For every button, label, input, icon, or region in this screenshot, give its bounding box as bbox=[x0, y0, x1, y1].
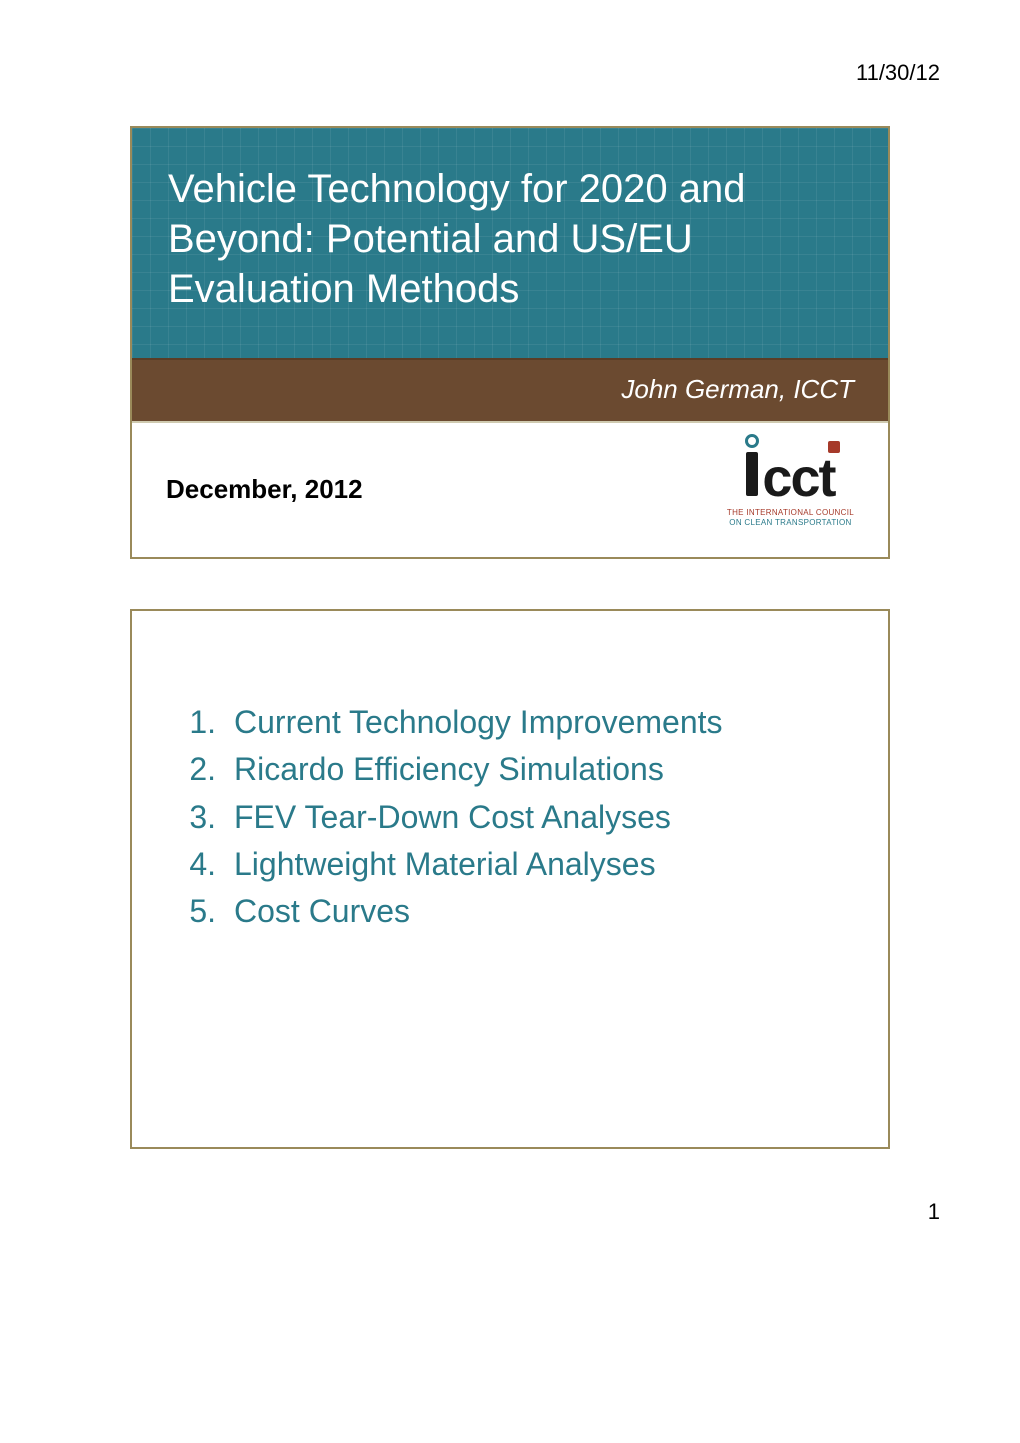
item-number: 5. bbox=[180, 890, 234, 933]
title-band: Vehicle Technology for 2020 and Beyond: … bbox=[132, 128, 888, 358]
presentation-date: December, 2012 bbox=[166, 474, 363, 505]
item-text: FEV Tear-Down Cost Analyses bbox=[234, 796, 671, 839]
presentation-title: Vehicle Technology for 2020 and Beyond: … bbox=[168, 164, 852, 314]
list-item: 3. FEV Tear-Down Cost Analyses bbox=[180, 796, 840, 839]
list-item: 1. Current Technology Improvements bbox=[180, 701, 840, 744]
item-text: Current Technology Improvements bbox=[234, 701, 723, 744]
doc-date-header: 11/30/12 bbox=[80, 60, 940, 86]
slide1-footer: December, 2012 cct THE INTERNATIONAL COU… bbox=[132, 421, 888, 557]
tagline-line2: ON CLEAN TRANSPORTATION bbox=[727, 518, 854, 528]
slide-title: Vehicle Technology for 2020 and Beyond: … bbox=[130, 126, 890, 559]
list-item: 2. Ricardo Efficiency Simulations bbox=[180, 748, 840, 791]
icct-logo-tagline: THE INTERNATIONAL COUNCIL ON CLEAN TRANS… bbox=[727, 508, 854, 527]
item-number: 3. bbox=[180, 796, 234, 839]
author-name: John German, ICCT bbox=[166, 374, 854, 405]
list-item: 4. Lightweight Material Analyses bbox=[180, 843, 840, 886]
author-band: John German, ICCT bbox=[132, 358, 888, 421]
tagline-line1: THE INTERNATIONAL COUNCIL bbox=[727, 508, 854, 518]
item-number: 4. bbox=[180, 843, 234, 886]
icct-logo-text: cct bbox=[746, 451, 834, 505]
page-number: 1 bbox=[80, 1199, 940, 1225]
item-number: 2. bbox=[180, 748, 234, 791]
item-number: 1. bbox=[180, 701, 234, 744]
list-item: 5. Cost Curves bbox=[180, 890, 840, 933]
icct-logo: cct THE INTERNATIONAL COUNCIL ON CLEAN T… bbox=[727, 451, 854, 527]
item-text: Cost Curves bbox=[234, 890, 410, 933]
slide-agenda: 1. Current Technology Improvements 2. Ri… bbox=[130, 609, 890, 1149]
agenda-list: 1. Current Technology Improvements 2. Ri… bbox=[180, 701, 840, 933]
item-text: Lightweight Material Analyses bbox=[234, 843, 656, 886]
item-text: Ricardo Efficiency Simulations bbox=[234, 748, 664, 791]
